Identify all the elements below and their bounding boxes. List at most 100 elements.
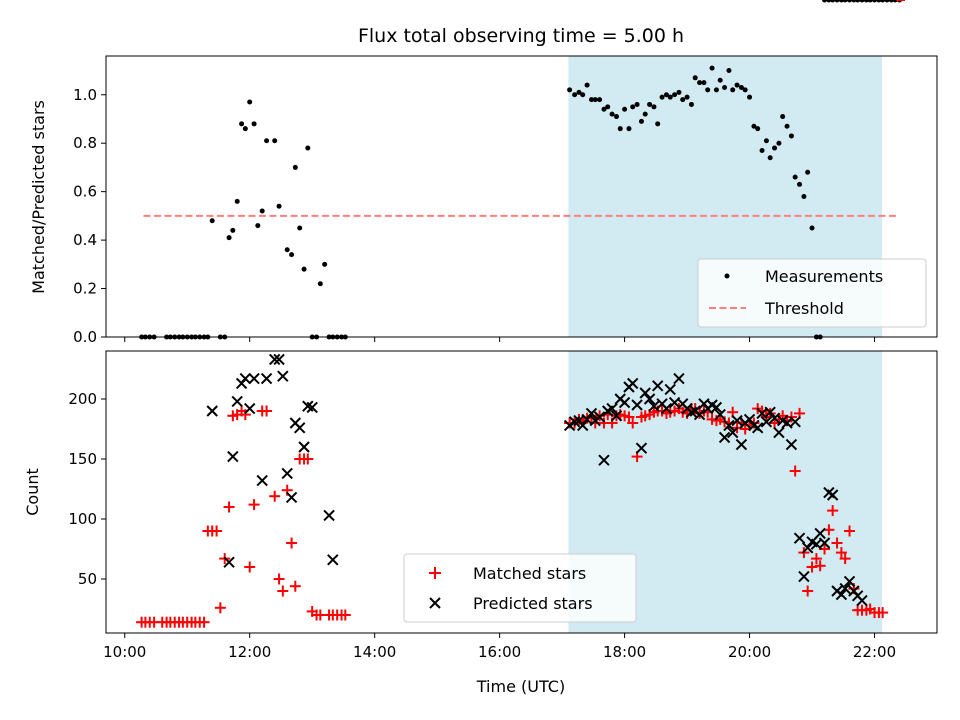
count-panel: 50 100 150 200 10:00 12:00 14:00 16:00 18:00 20:…: [23, 0, 938, 696]
count-y-tick-label: 50: [78, 570, 97, 588]
count-y-tick-label: 200: [68, 390, 97, 408]
measurement-point: [855, 0, 861, 3]
measurements-legend-marker: [724, 273, 730, 279]
measurement-point: [776, 140, 782, 146]
matched-star-point: [877, 607, 889, 619]
matched-star-point: [223, 501, 235, 513]
predicted-star-point: [327, 554, 339, 566]
measurement-point: [726, 68, 732, 74]
measurement-point: [747, 94, 753, 100]
predicted-star-point: [227, 450, 239, 463]
measurement-point: [717, 77, 723, 83]
measurement-point: [834, 0, 840, 3]
predicted-star-point: [298, 441, 310, 453]
measurement-point: [576, 89, 582, 95]
predicted-star-point: [285, 491, 298, 504]
predicted-star-point: [631, 399, 643, 411]
matched-star-point: [214, 602, 226, 614]
matched-star-point: [339, 609, 351, 621]
matched-star-point: [827, 505, 839, 517]
chart-title: Flux total observing time = 5.00 h: [358, 25, 684, 47]
measurement-point: [659, 94, 665, 100]
measurement-point: [772, 145, 778, 151]
matched-star-point: [810, 553, 822, 565]
measurement-point: [742, 87, 748, 93]
time-x-tick-label: 22:00: [853, 643, 896, 661]
count-y-tick-label: 150: [68, 450, 97, 468]
measurement-point: [230, 227, 236, 233]
predicted-star-point: [751, 422, 764, 434]
predicted-star-point: [260, 372, 273, 385]
measurement-point: [688, 101, 694, 107]
measurement-point: [755, 126, 761, 132]
measurement-point: [830, 0, 836, 3]
ratio-x-ticks: [124, 337, 876, 342]
measurement-point: [272, 138, 278, 144]
matched-star-point: [844, 525, 856, 537]
measurement-point: [588, 97, 594, 103]
predicted-star-point: [723, 419, 735, 432]
measurement-point: [626, 126, 632, 132]
predicted-star-point: [231, 395, 243, 408]
time-x-axis-label: Time (UTC): [476, 677, 565, 696]
measurement-point: [647, 101, 653, 107]
measurement-point: [247, 99, 253, 105]
predicted-star-point: [710, 401, 723, 414]
predicted-star-point: [652, 380, 664, 392]
predicted-star-point: [323, 509, 335, 522]
predicted-star-point: [243, 402, 256, 415]
predicted-star-point: [835, 588, 848, 601]
matched-star-point: [806, 561, 818, 573]
measurement-point: [697, 80, 703, 86]
predicted-star-point: [606, 402, 618, 415]
predicted-star-point: [826, 489, 839, 501]
measurement-point: [672, 92, 678, 98]
ratio-y-ticks: 0.0 0.2 0.4 0.6 0.8 1.0: [73, 86, 106, 346]
measurement-point: [622, 106, 628, 112]
measurement-point: [264, 138, 270, 144]
ratio-legend-box: [697, 258, 927, 328]
predicted-star-point: [731, 414, 743, 427]
ratio-y-tick-label: 0.0: [73, 328, 97, 346]
measurement-point: [642, 111, 648, 117]
measurement-point: [709, 65, 715, 71]
predicted-star-point: [293, 422, 306, 434]
measurement-point: [713, 87, 719, 93]
measurement-point: [292, 164, 298, 170]
measurement-point: [730, 87, 736, 93]
measurement-point: [617, 126, 623, 132]
predicted-star-point: [785, 438, 798, 451]
predicted-star-point: [268, 353, 281, 366]
predicted-star-point: [789, 416, 801, 428]
matched-star-point: [302, 453, 314, 465]
ratio-y-tick-label: 0.2: [73, 280, 97, 298]
measurement-point: [630, 104, 636, 110]
measurement-point: [226, 235, 232, 241]
predicted-star-point: [648, 400, 660, 412]
ratio-y-tick-label: 0.8: [73, 134, 97, 152]
measurement-point: [305, 145, 311, 151]
measurement-point: [809, 225, 815, 231]
predicted-star-point: [773, 426, 785, 439]
matched-star-point: [244, 561, 256, 573]
predicted-star-point: [793, 532, 806, 544]
matched-star-point: [814, 560, 826, 572]
predicted-legend-label: Predicted stars: [473, 594, 593, 613]
measurement-point: [613, 114, 619, 120]
measurement-point: [284, 247, 290, 253]
measurements-legend-label: Measurements: [765, 267, 883, 286]
predicted-star-point: [206, 405, 218, 417]
measurement-point: [276, 203, 282, 209]
predicted-star-point: [618, 396, 631, 409]
predicted-star-point: [726, 426, 739, 439]
measurement-point: [317, 281, 323, 287]
measurement-point: [609, 111, 615, 117]
threshold-legend-label: Threshold: [764, 299, 844, 318]
measurement-point: [826, 0, 832, 3]
measurement-point: [838, 0, 844, 3]
predicted-star-points: [206, 0, 897, 607]
measurement-point: [289, 252, 295, 258]
measurement-point: [705, 87, 711, 93]
predicted-star-point: [281, 467, 293, 480]
